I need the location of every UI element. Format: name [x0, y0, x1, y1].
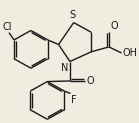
Text: O: O — [110, 21, 118, 31]
Text: N: N — [61, 63, 69, 73]
Text: O: O — [86, 76, 94, 86]
Text: OH: OH — [123, 48, 138, 58]
Text: F: F — [71, 95, 77, 105]
Text: S: S — [69, 10, 75, 20]
Text: Cl: Cl — [3, 22, 13, 32]
